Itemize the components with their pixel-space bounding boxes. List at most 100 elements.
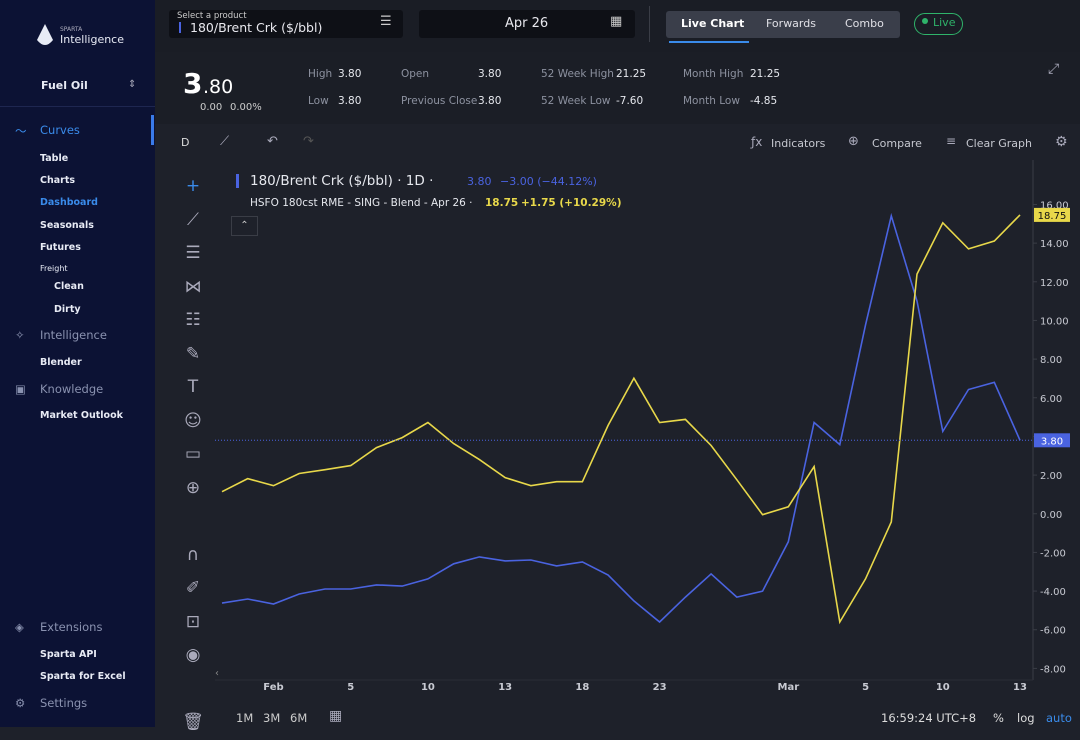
y-tick-label: 2.00 <box>1040 471 1062 482</box>
stat-label: Low <box>308 95 329 107</box>
range[interactable]: 1M <box>236 711 254 725</box>
chart-type-icon[interactable]: ⟋ <box>220 134 230 149</box>
switch-icon: ⇕ <box>128 79 137 90</box>
legend-value: 3.80 <box>467 175 492 188</box>
nav-section[interactable]: Extensions <box>40 620 103 634</box>
select-caption: Select a product <box>177 11 247 21</box>
nav-item[interactable]: Seasonals <box>40 220 94 231</box>
product-name: 180/Brent Crk ($/bbl) <box>190 20 323 35</box>
collapse-button[interactable]: ⌃ <box>231 216 258 236</box>
interval[interactable]: D <box>181 136 190 149</box>
y-tick-label: -2.00 <box>1040 548 1066 559</box>
product-select[interactable] <box>169 10 403 38</box>
tab[interactable]: Live Chart <box>681 17 745 30</box>
active-indicator <box>151 115 154 145</box>
nav-item[interactable]: Futures <box>40 242 81 253</box>
compare[interactable]: Compare <box>872 137 922 150</box>
element: + <box>185 176 201 196</box>
legend-name: HSFO 180cst RME - SING - Blend - Apr 26 … <box>250 197 473 209</box>
change: 0.00 <box>200 102 223 113</box>
tab[interactable]: Forwards <box>766 17 816 30</box>
nav-section[interactable]: Curves <box>40 123 80 137</box>
clear-graph[interactable]: Clear Graph <box>966 137 1033 150</box>
stat-value: 3.80 <box>478 68 502 80</box>
live-label: Live <box>933 16 956 29</box>
nav-icon: ▣ <box>15 382 26 396</box>
live-badge <box>914 13 963 35</box>
stat-value: 3.80 <box>338 95 362 107</box>
nav-item[interactable]: Market Outlook <box>40 410 123 421</box>
indicators[interactable]: Indicators <box>771 137 826 150</box>
y-tick-label: 16.00 <box>1040 200 1069 211</box>
stat-value: 21.25 <box>616 68 647 80</box>
nav-item[interactable]: Sparta API <box>40 649 97 660</box>
y-tick-label: 14.00 <box>1040 239 1069 250</box>
price-int: 3 <box>183 67 203 100</box>
y-tick-label: -6.00 <box>1040 626 1066 637</box>
x-tick-label: 5 <box>347 682 354 693</box>
y-tick-label: 6.00 <box>1040 394 1062 405</box>
nav-section[interactable]: Settings <box>40 696 88 710</box>
nav-item[interactable]: Dirty <box>54 304 81 315</box>
undo-icon[interactable]: ↶ <box>267 134 278 149</box>
stat-value: 3.80 <box>338 68 362 80</box>
legend-value: 18.75 <box>485 197 519 209</box>
nav-item[interactable]: Dashboard <box>40 197 98 208</box>
x-tick-label: Mar <box>778 682 800 693</box>
x-tick-label: 13 <box>498 682 512 693</box>
nav-item[interactable]: Clean <box>54 281 84 292</box>
series-color <box>179 22 181 33</box>
nav-item[interactable]: Sparta for Excel <box>40 671 126 682</box>
price-badge <box>1034 433 1070 448</box>
stat-value: -4.85 <box>750 95 778 107</box>
date-select[interactable] <box>419 10 635 38</box>
x-tick-label: 10 <box>936 682 950 693</box>
y-tick-label: -8.00 <box>1040 664 1066 675</box>
stat-value: 21.25 <box>750 68 781 80</box>
expand-icon[interactable]: ⤢ <box>1048 61 1060 77</box>
x-tick-label: Feb <box>263 682 283 693</box>
scroll-arrow: ‹ <box>215 668 219 679</box>
clock: 16:59:24 UTC+8 <box>881 711 977 725</box>
auto-toggle[interactable]: auto <box>1046 711 1072 725</box>
change-pct: 0.00% <box>230 102 262 113</box>
nav-group: Freight <box>40 264 68 273</box>
nav-section[interactable]: Knowledge <box>40 382 104 396</box>
redo-icon[interactable]: ↷ <box>303 134 314 149</box>
stat-label: Previous Close <box>401 95 478 107</box>
product-switch[interactable]: Fuel Oil <box>41 79 88 92</box>
nav-item[interactable]: Blender <box>40 357 82 368</box>
nav-icon: ◈ <box>15 620 24 634</box>
series-line <box>221 212 1021 624</box>
clear-icon: ≡ <box>946 134 957 148</box>
divider <box>649 6 650 42</box>
nav-icon: ✧ <box>15 328 25 342</box>
nav-section[interactable]: Intelligence <box>40 328 107 342</box>
sidebar: SPARTA Intelligence Fuel Oil ⇕ 〜 Curves … <box>0 0 155 727</box>
percent-toggle[interactable]: % <box>993 711 1004 725</box>
date-range-icon[interactable]: ▦ <box>329 708 343 724</box>
x-tick-label: 5 <box>862 682 869 693</box>
nav-item[interactable]: Charts <box>40 175 76 186</box>
nav-item[interactable]: Table <box>40 153 69 164</box>
price-dec: .80 <box>203 76 234 98</box>
settings-icon[interactable]: ⚙ <box>1055 134 1068 150</box>
range[interactable]: 6M <box>290 711 308 725</box>
price-badge <box>1034 207 1070 222</box>
nav-icon: 〜 <box>15 124 27 138</box>
divider <box>0 106 155 107</box>
stat-label: High <box>308 68 333 80</box>
y-tick-label: 12.00 <box>1040 278 1069 289</box>
brand-small: SPARTA <box>60 26 83 33</box>
x-tick-label: 10 <box>421 682 435 693</box>
topbar: Select a product 180/Brent Crk ($/bbl) ☰… <box>155 0 1080 52</box>
log-toggle[interactable]: log <box>1017 711 1035 725</box>
tab[interactable]: Combo <box>845 17 884 30</box>
x-tick-label: 18 <box>575 682 589 693</box>
stat-label: Month High <box>683 68 744 80</box>
fx-icon: ƒx <box>751 135 763 149</box>
y-tick-label: 8.00 <box>1040 355 1062 366</box>
range[interactable]: 3M <box>263 711 281 725</box>
